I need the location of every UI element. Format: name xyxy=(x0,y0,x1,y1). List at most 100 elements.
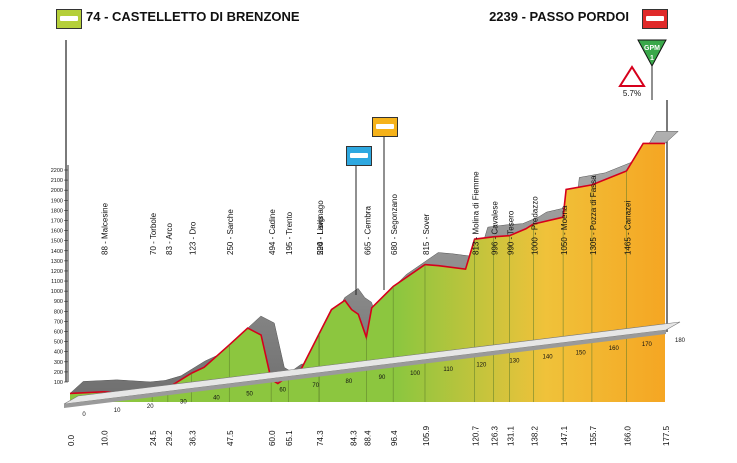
location-label: 83 - Arco xyxy=(165,222,174,255)
location-label: 1000 - Predazzo xyxy=(530,196,539,255)
km-label: 47.5 xyxy=(226,430,235,446)
x-tick-label: 30 xyxy=(180,400,187,406)
location-label: 88 - Malcesine xyxy=(101,202,110,255)
x-tick-label: 130 xyxy=(509,359,520,365)
start-badge xyxy=(56,9,82,29)
gpm-icon xyxy=(637,39,667,68)
y-tick-label: 500 xyxy=(54,340,63,346)
location-label: 990 - Tesero xyxy=(506,210,515,255)
km-label: 84.3 xyxy=(350,430,359,446)
location-label: 665 - Cembra xyxy=(363,206,372,255)
km-label: 138.2 xyxy=(530,425,539,446)
y-tick-label: 1500 xyxy=(51,239,63,245)
km-label: 166.0 xyxy=(623,425,632,446)
x-tick-label: 180 xyxy=(675,338,686,344)
x-tick-label: 100 xyxy=(410,371,421,377)
location-label: 70 - Torbole xyxy=(149,212,158,255)
km-label: 65.1 xyxy=(285,430,294,446)
y-tick-label: 200 xyxy=(54,370,63,376)
location-label: 813 - Molina di Fiemme xyxy=(472,171,481,255)
y-tick-label: 600 xyxy=(54,330,63,336)
location-label: 494 - Cadine xyxy=(268,209,277,255)
base-plate xyxy=(63,321,681,405)
y-tick-label: 300 xyxy=(54,360,63,366)
location-label: 250 - Sarche xyxy=(226,209,235,255)
km-label: 29.2 xyxy=(165,430,174,446)
terrain-fill xyxy=(70,143,665,402)
x-tick-label: 140 xyxy=(543,354,554,360)
x-tick-label: 170 xyxy=(642,342,653,348)
climb-gradient-label: 5.7% xyxy=(623,89,641,98)
location-labels: 88 - Malcesine 70 - Torbole 83 - Arco 123 -… xyxy=(101,171,633,255)
km-label: 105.9 xyxy=(422,425,431,446)
y-tick-label: 100 xyxy=(54,380,63,386)
x-tick-label: 50 xyxy=(246,391,253,397)
x-tick-label: 150 xyxy=(576,350,587,356)
terrain-area xyxy=(69,142,665,402)
markers: GPM 1 5.7% xyxy=(355,39,667,295)
km-label: 36.3 xyxy=(189,430,198,446)
km-label: 120.7 xyxy=(472,425,481,446)
x-axis: 0 10 20 30 40 50 60 70 80 90 100 110 120 130 140 150 160… xyxy=(63,321,686,418)
gpm-text: GPM xyxy=(644,45,660,52)
km-label: 131.1 xyxy=(506,425,515,446)
x-tick-label: 90 xyxy=(379,375,386,381)
road-line xyxy=(69,142,665,395)
location-label: 590 - Lisignago xyxy=(316,200,325,255)
km-label: 0.0 xyxy=(67,434,76,446)
km-label: 24.5 xyxy=(149,430,158,446)
km-label: 177.5 xyxy=(662,425,671,446)
y-tick-label: 2100 xyxy=(51,178,63,184)
location-label: 1305 - Pozza di Fassa xyxy=(589,175,598,255)
y-tick-label: 700 xyxy=(54,319,63,325)
km-label: 126.3 xyxy=(490,425,499,446)
climb-warning-icon xyxy=(618,65,646,87)
x-tick-label: 120 xyxy=(476,363,487,369)
y-tick-label: 1000 xyxy=(51,289,63,295)
location-label: 996 - Cavalese xyxy=(490,201,499,255)
y-tick-label: 1800 xyxy=(51,208,63,214)
x-tick-label: 40 xyxy=(213,396,220,402)
location-label: 195 - Trento xyxy=(285,211,294,255)
y-axis: 1002003004005006007008009001000110012001… xyxy=(51,40,668,386)
finish-title: 2239 - PASSO PORDOI xyxy=(489,9,629,24)
location-label: 680 - Segonzano xyxy=(390,194,399,255)
x-tick-label: 70 xyxy=(312,383,319,389)
y-tick-label: 1700 xyxy=(51,218,63,224)
location-label: 123 - Dro xyxy=(189,221,198,255)
x-tick-label: 160 xyxy=(609,346,620,352)
base-plate-edge xyxy=(64,330,666,408)
km-label: 147.1 xyxy=(560,425,569,446)
y-tick-label: 900 xyxy=(54,299,63,305)
km-label: 155.7 xyxy=(589,425,598,446)
y-tick-label: 1200 xyxy=(51,269,63,275)
y-tick-label: 2000 xyxy=(51,188,63,194)
y-tick-label: 1900 xyxy=(51,198,63,204)
x-tick-label: 110 xyxy=(443,367,453,373)
km-label: 74.3 xyxy=(316,430,325,446)
location-label: 1050 - Moena xyxy=(560,205,569,255)
start-title: 74 - CASTELLETTO DI BRENZONE xyxy=(86,9,300,24)
km-label: 10.0 xyxy=(101,430,110,446)
y-tick-label: 1400 xyxy=(51,249,63,255)
sprint-badge xyxy=(346,146,372,166)
y-tick-label: 800 xyxy=(54,309,63,315)
y-tick-label: 400 xyxy=(54,350,63,356)
finish-badge xyxy=(642,9,668,29)
km-label: 88.4 xyxy=(363,430,372,446)
y-tick-label: 1300 xyxy=(51,259,63,265)
location-label: 1465 - Canazei xyxy=(623,201,632,255)
y-tick-label: 2200 xyxy=(51,168,63,174)
y-tick-label: 1100 xyxy=(51,279,63,285)
km-labels: 0.0 10.0 24.5 29.2 36.3 47.5 60.0 65.1 74.3 84.3 8… xyxy=(67,425,671,446)
x-tick-label: 60 xyxy=(279,387,286,393)
location-label: 224 - Lavis xyxy=(316,216,325,255)
km-label: 60.0 xyxy=(268,430,277,446)
gpm-category: 1 xyxy=(650,55,654,62)
km-label: 96.4 xyxy=(390,430,399,446)
feed-zone-badge xyxy=(372,117,398,137)
x-tick-label: 10 xyxy=(114,408,121,414)
y-tick-label: 1600 xyxy=(51,229,63,235)
x-tick-label: 0 xyxy=(82,412,86,418)
